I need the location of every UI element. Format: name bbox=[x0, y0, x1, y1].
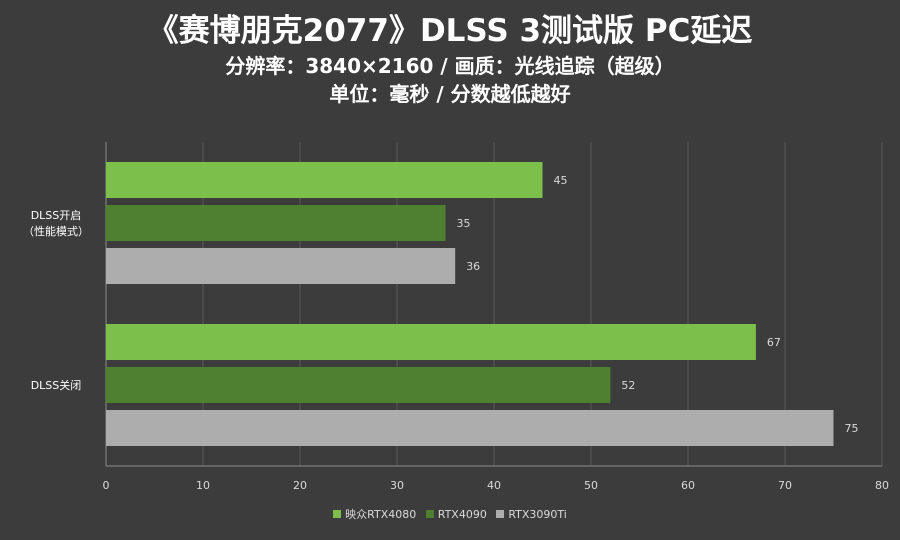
x-tick-label-50: 50 bbox=[584, 479, 598, 492]
title-block: 《赛博朋克2077》DLSS 3测试版 PC延迟 分辨率：3840×2160 /… bbox=[0, 0, 900, 108]
legend: 映众RTX4080 RTX4090 RTX3090Ti bbox=[0, 506, 900, 522]
legend-item-3: RTX3090Ti bbox=[496, 508, 567, 521]
x-tick-label-30: 30 bbox=[390, 479, 404, 492]
chart-subtitle-resolution: 分辨率：3840×2160 / 画质：光线追踪（超级） bbox=[225, 54, 675, 78]
x-tick-label-0: 0 bbox=[103, 479, 110, 492]
x-tick-label-40: 40 bbox=[487, 479, 501, 492]
legend-label-3: RTX3090Ti bbox=[508, 508, 567, 521]
legend-label-2: RTX4090 bbox=[437, 508, 487, 521]
legend-item-2: RTX4090 bbox=[425, 508, 487, 521]
bar-3-cat-2 bbox=[106, 410, 834, 446]
bar-1-cat-1 bbox=[106, 162, 543, 198]
category-label-1-line-2: （性能模式） bbox=[23, 224, 89, 238]
legend-label-1: 映众RTX4080 bbox=[345, 508, 417, 521]
chart-subtitle-unit: 单位：毫秒 / 分数越低越好 bbox=[329, 82, 571, 106]
data-label-1-cat-2: 67 bbox=[767, 336, 781, 349]
bar-3-cat-1 bbox=[106, 248, 456, 284]
legend-swatch-2 bbox=[425, 510, 434, 518]
data-label-1-cat-1: 45 bbox=[554, 174, 568, 187]
x-tick-label-60: 60 bbox=[681, 479, 695, 492]
category-label-2: DLSS关闭 bbox=[31, 378, 82, 392]
data-label-3-cat-2: 75 bbox=[845, 422, 859, 435]
data-label-3-cat-1: 36 bbox=[466, 260, 480, 273]
bar-1-cat-2 bbox=[106, 324, 756, 360]
data-label-2-cat-1: 35 bbox=[457, 217, 471, 230]
category-label-1-line-1: DLSS开启 bbox=[31, 209, 82, 222]
x-tick-label-10: 10 bbox=[196, 479, 210, 492]
data-label-2-cat-2: 52 bbox=[621, 379, 635, 392]
bar-2-cat-2 bbox=[106, 367, 611, 403]
x-tick-label-70: 70 bbox=[778, 479, 792, 492]
x-tick-label-80: 80 bbox=[875, 479, 889, 492]
bar-2-cat-1 bbox=[106, 205, 446, 241]
chart-title: 《赛博朋克2077》DLSS 3测试版 PC延迟 bbox=[147, 13, 753, 49]
legend-item-1: 映众RTX4080 bbox=[333, 506, 416, 522]
legend-swatch-3 bbox=[496, 510, 505, 518]
legend-swatch-1 bbox=[333, 510, 342, 518]
x-tick-label-20: 20 bbox=[293, 479, 307, 492]
